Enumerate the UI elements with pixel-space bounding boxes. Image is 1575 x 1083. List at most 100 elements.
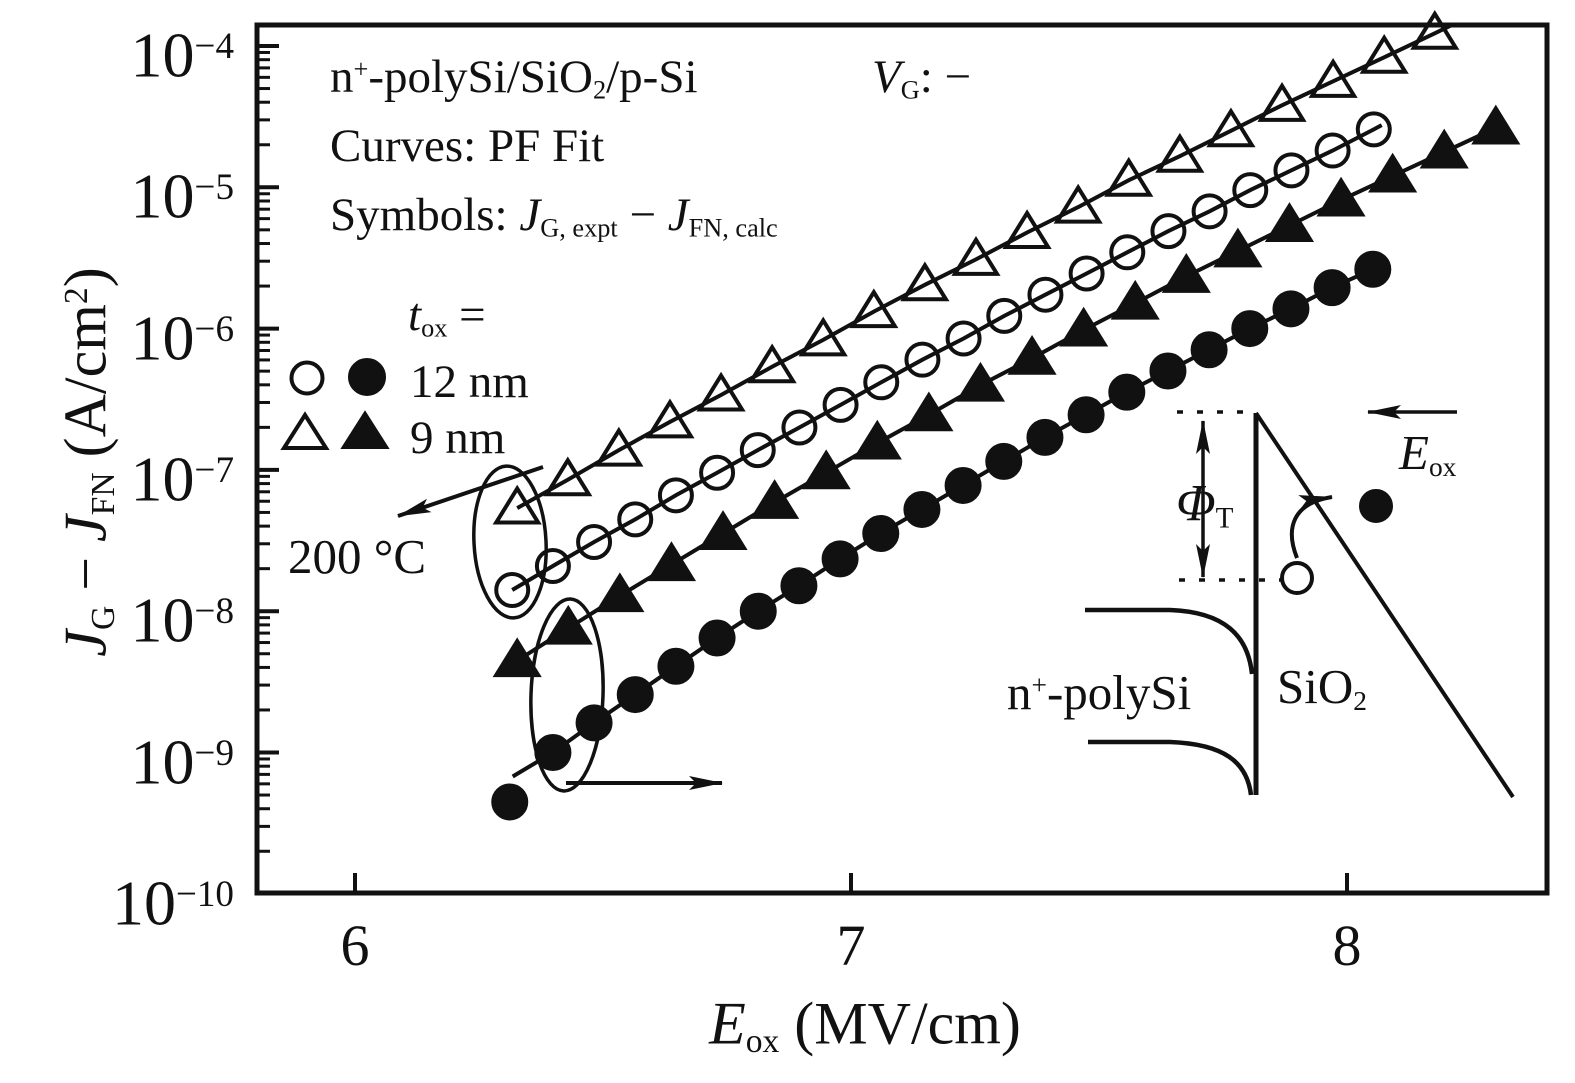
- inset-emission-arrow: [1289, 495, 1333, 559]
- marker-open-circle: [986, 297, 1023, 334]
- marker-open-circle: [1232, 172, 1269, 209]
- legend-open-circle-icon: [289, 360, 325, 396]
- title-n: n: [330, 51, 354, 103]
- inset-polysi-band-upper: [1085, 607, 1255, 675]
- gate-bias-label: VG: −: [872, 50, 971, 106]
- symbols-label: Symbols: JG, expt − JFN, calc: [330, 188, 778, 244]
- marker-open-triangle: [696, 371, 746, 412]
- marker-solid-triangle: [1471, 104, 1521, 145]
- vg-sub: G: [900, 75, 920, 105]
- symbols-j2-sub: FN, calc: [688, 213, 778, 243]
- marker-open-circle: [863, 364, 900, 401]
- marker-solid-circle: [491, 783, 529, 821]
- marker-open-circle: [1191, 193, 1228, 230]
- marker-open-triangle: [594, 426, 644, 467]
- x-axis-title: Eox (MV/cm): [709, 988, 1021, 1061]
- symbols-j2: J: [667, 189, 689, 241]
- y-tick-label: 10−5: [130, 160, 234, 232]
- inset-eox-label: Eox: [1399, 424, 1456, 483]
- marker-solid-circle: [657, 647, 695, 685]
- marker-solid-circle: [739, 592, 777, 630]
- inset-sio: SiO: [1277, 659, 1354, 714]
- marker-solid-circle: [985, 442, 1023, 480]
- marker-open-circle: [617, 501, 654, 538]
- xlabel-unit: (MV/cm): [779, 990, 1021, 1057]
- marker-open-triangle: [951, 236, 1001, 276]
- xlabel-var: E: [709, 990, 746, 1057]
- inset-poly-tail: -polySi: [1046, 665, 1192, 720]
- marker-solid-triangle: [904, 391, 954, 432]
- marker-open-circle: [534, 547, 571, 584]
- ylabel-unit-close: ): [52, 267, 119, 288]
- marker-solid-circle: [903, 490, 941, 528]
- legend-heading: tox =: [408, 288, 486, 344]
- marker-open-circle: [1355, 111, 1392, 148]
- inset-e-var: E: [1399, 425, 1429, 480]
- marker-open-circle: [904, 341, 941, 378]
- inset-oxide-band-line: [1254, 411, 1515, 799]
- marker-open-triangle: [1053, 183, 1103, 224]
- open-symbols-ellipse: [472, 464, 548, 620]
- title-stack-label: n+-polySi/SiO2/p-Si: [330, 50, 698, 106]
- marker-open-triangle: [1002, 209, 1052, 250]
- symbols-j1: J: [519, 189, 541, 241]
- marker-open-triangle: [543, 456, 593, 497]
- inset-polysi-label: n+-polySi: [1007, 664, 1191, 722]
- marker-solid-triangle: [955, 361, 1006, 402]
- marker-solid-circle: [1026, 418, 1064, 456]
- marker-open-circle: [1027, 276, 1064, 313]
- inset-sio2-label: SiO2: [1277, 658, 1367, 717]
- legend-symbols: [280, 358, 390, 450]
- marker-solid-triangle: [595, 572, 645, 613]
- filled-symbols-ellipse: [529, 597, 605, 793]
- marker-solid-triangle: [1059, 306, 1109, 347]
- marker-open-triangle: [645, 398, 695, 439]
- marker-open-circle: [1314, 132, 1351, 169]
- inset-barrier-label: ΦT: [1176, 473, 1233, 536]
- marker-open-circle: [494, 572, 531, 609]
- marker-open-triangle: [1104, 156, 1154, 197]
- marker-open-circle: [1109, 234, 1146, 271]
- marker-solid-triangle: [852, 419, 902, 460]
- inset-band-diagram: [1085, 405, 1515, 799]
- x-tick-label: 7: [836, 913, 866, 978]
- marker-open-triangle: [1308, 58, 1358, 98]
- marker-open-triangle: [1206, 107, 1256, 148]
- y-tick-label: 10−7: [130, 443, 234, 515]
- marker-open-circle: [781, 409, 818, 446]
- temp-annotation-arrow: [397, 465, 544, 518]
- y-tick-label: 10−9: [130, 726, 234, 798]
- marker-solid-circle: [1190, 331, 1228, 369]
- tox-var: t: [408, 289, 422, 341]
- marker-solid-circle: [862, 514, 900, 552]
- legend-row-12nm: 12 nm: [410, 356, 529, 408]
- plot-frame: [254, 22, 1550, 896]
- marker-solid-circle: [780, 567, 818, 605]
- marker-solid-triangle: [801, 449, 851, 490]
- y-tick-label: 10−4: [130, 19, 234, 91]
- marker-open-circle: [1150, 213, 1187, 250]
- marker-open-triangle: [1410, 9, 1460, 50]
- marker-solid-circle: [616, 676, 654, 714]
- marker-open-triangle: [849, 288, 899, 329]
- y-tick-label: 10−6: [130, 302, 234, 374]
- marker-solid-triangle: [750, 479, 800, 519]
- inset-free-electron-icon: [1359, 489, 1393, 523]
- inset-poly-plus: +: [1031, 669, 1047, 700]
- temperature-label: 200 °C: [288, 529, 427, 584]
- marker-open-triangle: [747, 343, 797, 384]
- tox-sub: ox: [421, 313, 448, 343]
- symbols-j1-sub: G, expt: [540, 213, 618, 243]
- ylabel-j2: J: [52, 515, 119, 542]
- marker-solid-circle: [575, 704, 613, 742]
- y-tick-label: 10−8: [130, 584, 234, 656]
- marker-solid-circle: [1313, 269, 1351, 307]
- marker-solid-triangle: [1264, 202, 1315, 242]
- fit-line-series-4: [511, 267, 1374, 779]
- inset-poly-n: n: [1007, 665, 1032, 720]
- marker-solid-triangle: [1007, 334, 1057, 375]
- marker-open-triangle: [1155, 132, 1205, 173]
- legend-row-9nm: 9 nm: [410, 412, 506, 464]
